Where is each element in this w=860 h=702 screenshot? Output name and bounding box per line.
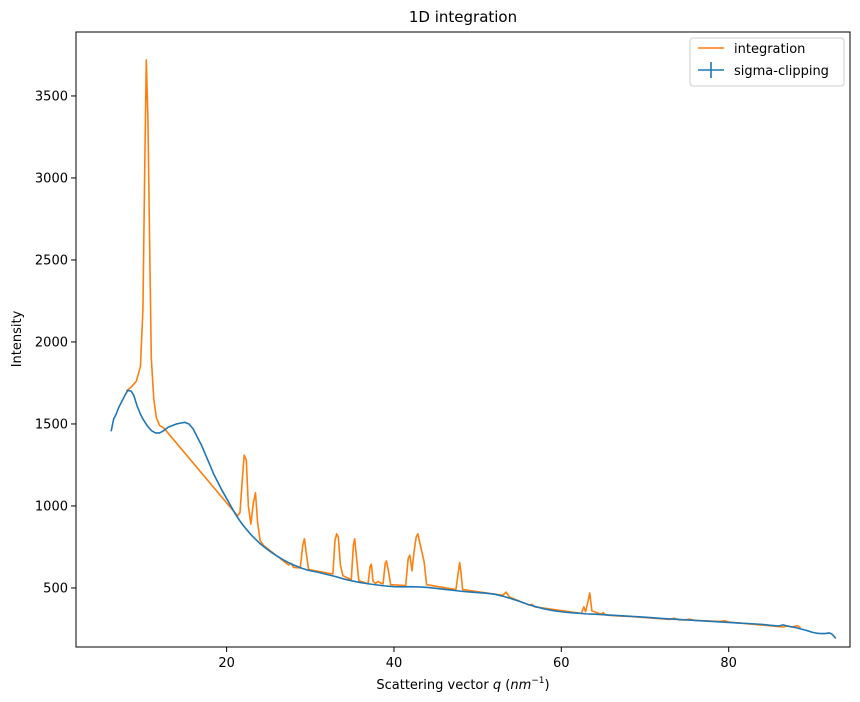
x-axis-label-unit: nm — [510, 678, 531, 693]
series-line-integration — [125, 59, 802, 629]
x-axis-label-text: Scattering vector — [376, 678, 489, 693]
x-tick-label: 80 — [720, 656, 737, 671]
x-axis-label-var: q — [493, 678, 501, 693]
series-line-sigma-clipping — [110, 389, 837, 639]
legend-label-integration: integration — [734, 42, 805, 57]
legend-box — [689, 37, 845, 87]
y-tick-label: 3000 — [35, 171, 68, 186]
x-axis-label-unit-exp: −1 — [531, 676, 544, 686]
y-axis: 500 1000 1500 2000 2500 3000 3500 — [35, 89, 76, 596]
y-tick-label: 500 — [43, 581, 68, 596]
y-tick-label: 1000 — [35, 499, 68, 514]
y-tick-label: 3500 — [35, 89, 68, 104]
x-tick-label: 40 — [386, 656, 403, 671]
legend-label-sigma-clipping: sigma-clipping — [734, 64, 829, 79]
y-tick-label: 2000 — [35, 335, 68, 350]
axes-frame — [75, 31, 851, 648]
x-tick-label: 20 — [218, 656, 235, 671]
chart-title: 1D integration — [409, 8, 517, 26]
y-tick-label: 2500 — [35, 253, 68, 268]
x-tick-label: 60 — [553, 656, 570, 671]
y-axis-label: Intensity — [10, 310, 25, 367]
y-tick-label: 1500 — [35, 417, 68, 432]
x-axis-label: Scattering vector q (nm−1) — [376, 676, 549, 693]
legend: integration sigma-clipping — [689, 37, 845, 87]
plot-area: 20 40 60 80 500 1000 1500 2000 2500 3000 3500 — [35, 31, 851, 671]
x-axis: 20 40 60 80 — [218, 647, 737, 671]
